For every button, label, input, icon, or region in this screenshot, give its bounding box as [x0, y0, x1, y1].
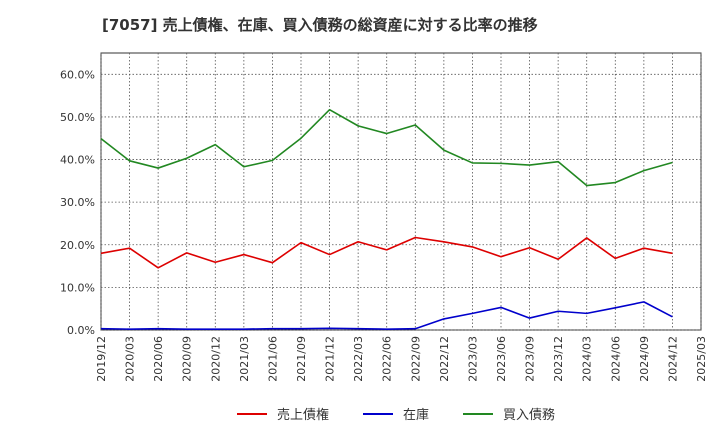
- y-tick-label: 60.0%: [60, 68, 95, 81]
- x-tick-label: 2020/03: [124, 336, 137, 382]
- x-tick-label: 2023/03: [466, 336, 479, 382]
- x-tick-label: 2022/06: [381, 336, 394, 382]
- x-tick-label: 2022/12: [438, 336, 451, 382]
- x-tick-label: 2020/12: [209, 336, 222, 382]
- series-lines: [100, 108, 673, 330]
- x-tick-label: 2022/09: [409, 336, 422, 382]
- x-tick-label: 2021/09: [295, 336, 308, 382]
- legend-label-2: 買入債務: [503, 408, 555, 423]
- y-tick-label: 10.0%: [60, 281, 95, 294]
- x-tick-label: 2021/12: [324, 336, 337, 382]
- x-tick-label: 2020/09: [181, 336, 194, 382]
- series-line-1: [100, 301, 673, 330]
- x-tick-label: 2023/12: [552, 336, 565, 382]
- legend-label-1: 在庫: [403, 408, 429, 423]
- x-tick-label: 2025/03: [695, 336, 708, 382]
- legend: 売上債権 在庫 買入債務: [237, 407, 555, 423]
- series-line-2: [100, 108, 673, 187]
- grid: [100, 53, 702, 331]
- series-line-0: [100, 236, 673, 269]
- y-tick-label: 30.0%: [60, 196, 95, 209]
- x-tick-label: 2021/03: [238, 336, 251, 382]
- y-tick-label: 50.0%: [60, 111, 95, 124]
- plot-area: [100, 52, 702, 331]
- x-tick-label: 2022/03: [352, 336, 365, 382]
- legend-label-0: 売上債権: [277, 407, 329, 423]
- x-tick-label: 2019/12: [95, 336, 108, 382]
- x-axis: 2019/12 2020/03 2020/06 2020/09 2020/12 2021/…: [95, 336, 708, 382]
- x-tick-label: 2024/12: [666, 336, 679, 382]
- y-tick-label: 0.0%: [67, 324, 95, 337]
- y-axis: 0.0% 10.0% 20.0% 30.0% 40.0% 50.0% 60.0%: [60, 68, 95, 337]
- x-tick-label: 2024/06: [609, 336, 622, 382]
- x-tick-label: 2024/09: [638, 336, 651, 382]
- x-tick-label: 2020/06: [152, 336, 165, 382]
- x-tick-label: 2021/06: [266, 336, 279, 382]
- y-tick-label: 20.0%: [60, 239, 95, 252]
- chart-title: [7057] 売上債権、在庫、買入債務の総資産に対する比率の推移: [102, 16, 538, 34]
- x-tick-label: 2023/06: [495, 336, 508, 382]
- x-tick-label: 2024/03: [581, 336, 594, 382]
- y-tick-label: 40.0%: [60, 154, 95, 167]
- x-tick-label: 2023/09: [524, 336, 537, 382]
